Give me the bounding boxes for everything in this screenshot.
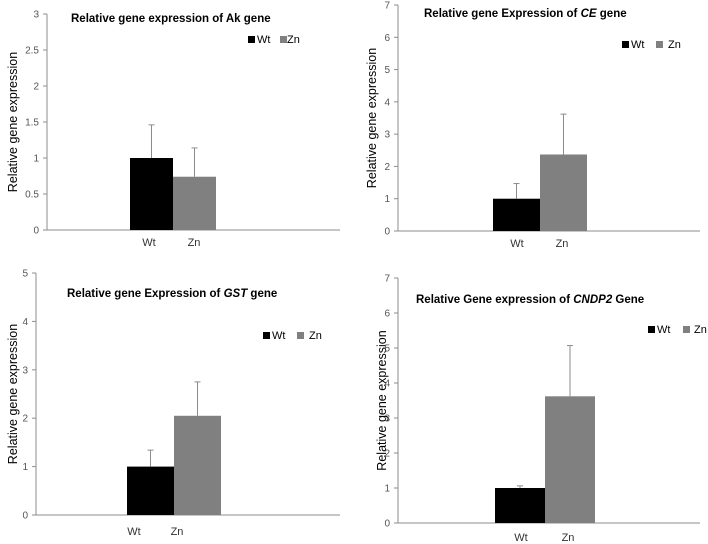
- y-tick-label: 7: [384, 1, 390, 12]
- bar-zn: [173, 176, 216, 230]
- y-tick-label: 4: [384, 97, 390, 108]
- x-category-label: Wt: [142, 237, 155, 249]
- y-tick-label: 1: [22, 462, 28, 473]
- chart-panel-1: Relative gene expression of Ak gene Relat…: [6, 10, 340, 249]
- y-axis-label: Relative gene expression: [365, 48, 379, 188]
- y-tick-label: 1.5: [25, 118, 39, 129]
- y-tick-label: 4: [22, 317, 28, 328]
- y-axis-label: Relative gene expression: [6, 324, 20, 464]
- x-category-label: Zn: [556, 238, 569, 250]
- legend-label-wt: Wt: [657, 324, 670, 336]
- legend-label-zn: Zn: [287, 34, 300, 46]
- y-axis-label: Relative gene expression: [375, 330, 389, 470]
- x-category-label: Wt: [510, 238, 523, 250]
- legend: Wt Zn: [622, 39, 681, 51]
- y-tick-label: 0: [384, 519, 390, 530]
- bar-wt: [495, 488, 545, 523]
- x-category-label: Zn: [188, 237, 201, 249]
- bar-wt: [127, 466, 174, 515]
- y-tick-label: 5: [22, 269, 28, 280]
- x-category-label: Zn: [562, 532, 575, 544]
- y-tick-label: 1: [384, 484, 390, 495]
- legend-swatch-zn: [656, 41, 663, 48]
- bar-wt: [493, 198, 540, 231]
- y-tick-label: 7: [384, 274, 390, 285]
- bar-zn: [545, 396, 595, 523]
- y-tick-label: 3: [33, 10, 39, 21]
- y-tick-label: 3: [22, 365, 28, 376]
- legend-swatch-wt: [263, 332, 270, 339]
- y-tick-label: 1: [33, 154, 39, 165]
- legend-label-zn: Zn: [309, 330, 322, 342]
- y-tick-label: 6: [384, 309, 390, 320]
- legend-swatch-zn: [297, 332, 304, 339]
- legend-label-wt: Wt: [257, 34, 270, 46]
- y-tick-label: 0: [33, 226, 39, 237]
- legend: Wt Zn: [263, 330, 322, 342]
- x-category-label: Wt: [127, 526, 140, 538]
- y-tick-label: 5: [384, 344, 390, 355]
- chart-title: Relative gene Expression of CE gene: [424, 8, 627, 20]
- y-tick-label: 2: [384, 449, 390, 460]
- legend-label-wt: Wt: [631, 39, 644, 51]
- bar-wt: [130, 158, 173, 230]
- y-axis-label: Relative gene expression: [6, 52, 20, 192]
- chart-panel-2: Relative gene Expression of CE gene Relat…: [365, 1, 700, 250]
- y-tick-label: 0: [384, 227, 390, 238]
- y-tick-label: 1: [384, 194, 390, 205]
- chart-title: Relative gene expression of Ak gene: [71, 13, 271, 25]
- chart-panel-4: Relative Gene expression of CNDP2 Gene Re…: [375, 274, 707, 544]
- legend-swatch-zn: [280, 36, 287, 43]
- y-tick-label: 3: [384, 414, 390, 425]
- legend: Wt Zn: [648, 324, 707, 336]
- chart-title: Relative Gene expression of CNDP2 Gene: [416, 294, 644, 306]
- legend-swatch-wt: [248, 36, 255, 43]
- y-tick-label: 0.5: [25, 190, 39, 201]
- chart-panel-3: Relative gene Expression of GST gene Rela…: [6, 269, 340, 538]
- chart-title: Relative gene Expression of GST gene: [67, 288, 277, 300]
- y-tick-label: 2: [384, 162, 390, 173]
- y-tick-label: 3: [384, 130, 390, 141]
- y-tick-label: 4: [384, 379, 390, 390]
- legend-label-zn: Zn: [694, 324, 707, 336]
- y-tick-label: 2.5: [25, 46, 39, 57]
- x-category-label: Wt: [514, 532, 527, 544]
- y-tick-label: 2: [33, 82, 39, 93]
- y-tick-label: 2: [22, 414, 28, 425]
- y-tick-label: 5: [384, 65, 390, 76]
- y-tick-label: 6: [384, 33, 390, 44]
- bar-zn: [540, 154, 587, 231]
- bar-zn: [174, 415, 221, 515]
- legend-swatch-wt: [622, 41, 629, 48]
- legend-label-wt: Wt: [272, 330, 285, 342]
- legend-swatch-wt: [648, 326, 655, 333]
- legend-label-zn: Zn: [668, 39, 681, 51]
- x-category-label: Zn: [171, 526, 184, 538]
- legend-swatch-zn: [683, 326, 690, 333]
- y-tick-label: 0: [22, 511, 28, 522]
- legend: Wt Zn: [248, 34, 300, 46]
